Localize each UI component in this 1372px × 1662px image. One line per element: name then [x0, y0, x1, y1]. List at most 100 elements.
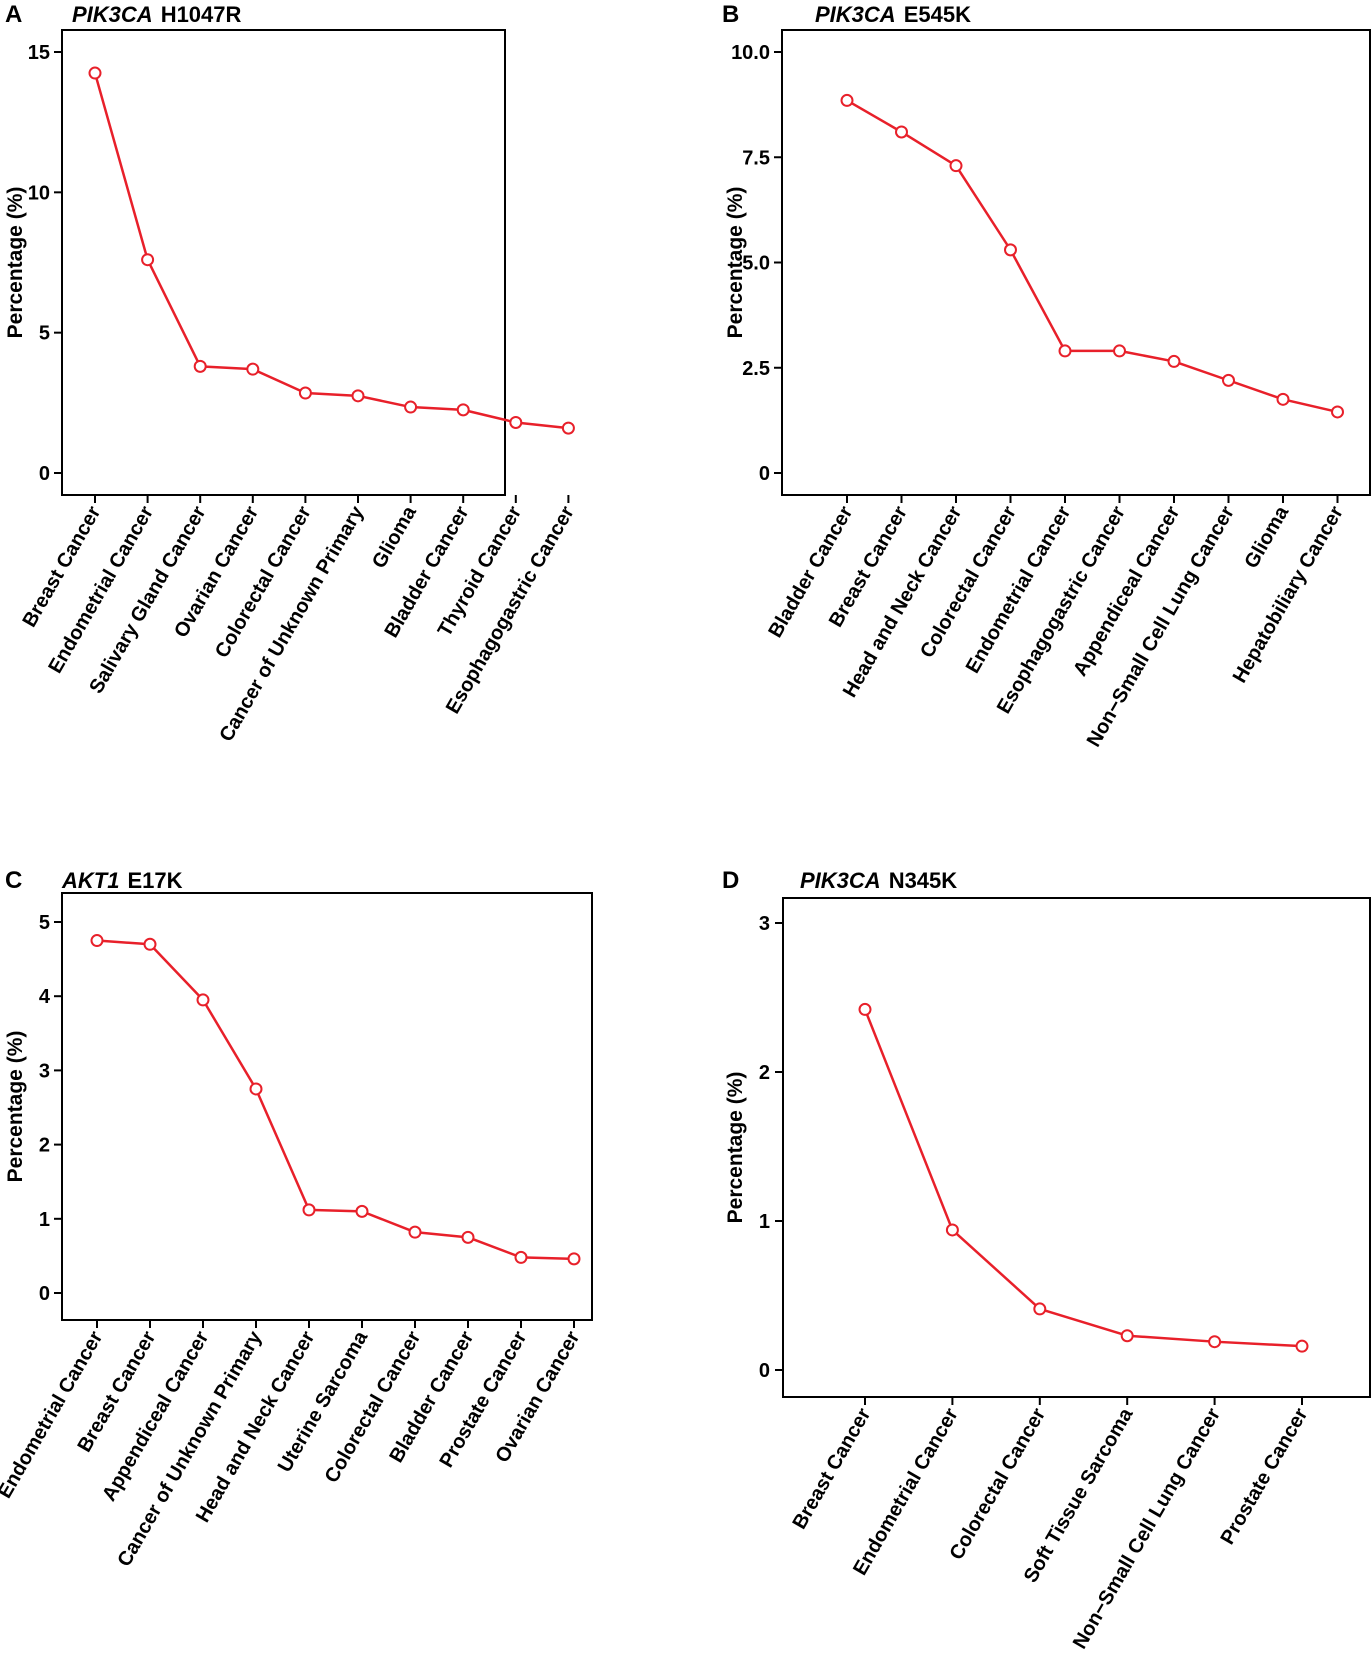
title-gene: PIK3CA — [800, 868, 881, 893]
chart-title: PIK3CA N345K — [800, 868, 957, 893]
chart-title: PIK3CA H1047R — [72, 2, 242, 27]
title-variant: N345K — [889, 868, 958, 893]
x-tick-label: Colorectal Cancer — [321, 1327, 426, 1486]
x-tick-label: Colorectal Cancer — [916, 502, 1021, 661]
panel-letter: A — [5, 1, 22, 28]
data-point — [249, 1082, 263, 1096]
y-tick-label: 1 — [39, 1209, 50, 1231]
data-point — [143, 937, 157, 951]
y-tick-label: 15 — [28, 42, 50, 64]
data-point — [408, 1225, 422, 1239]
data-point — [461, 1230, 475, 1244]
y-tick-label: 10 — [28, 182, 50, 204]
data-point — [858, 1002, 872, 1016]
data-point — [90, 934, 104, 948]
data-point — [141, 253, 155, 267]
x-tick-label: Hepatobiliary Cancer — [1229, 502, 1348, 686]
data-point — [193, 359, 207, 373]
x-tick-label: Colorectal Cancer — [945, 1404, 1050, 1563]
y-tick-label: 3 — [39, 1060, 50, 1082]
data-point — [404, 400, 418, 414]
data-point — [88, 66, 102, 80]
y-tick-label: 0 — [759, 463, 770, 485]
y-tick-label: 3 — [759, 913, 770, 935]
data-point — [298, 386, 312, 400]
x-tick-label: Appendiceal Cancer — [1069, 502, 1184, 680]
title-gene: AKT1 — [61, 868, 119, 893]
y-tick-label: 0 — [759, 1360, 770, 1382]
y-tick-label: 10.0 — [731, 42, 770, 64]
data-point — [302, 1203, 316, 1217]
y-tick-label: 2 — [759, 1062, 770, 1084]
data-point — [840, 93, 854, 107]
plot-frame — [61, 29, 506, 496]
data-point — [567, 1252, 581, 1266]
y-tick-label: 5 — [39, 323, 50, 345]
data-point — [509, 415, 523, 429]
series-line — [93, 72, 569, 430]
data-point — [514, 1250, 528, 1264]
series-line — [863, 1008, 1303, 1348]
data-point — [895, 125, 908, 139]
title-gene: PIK3CA — [72, 2, 153, 27]
panel-letter: B — [722, 1, 739, 28]
plot-frame — [61, 892, 593, 1321]
data-point — [1208, 1335, 1222, 1349]
plot-frame — [781, 29, 1371, 496]
title-variant: H1047R — [161, 2, 242, 27]
chart-title: AKT1 E17K — [61, 868, 183, 893]
y-axis-label: Percentage (%) — [4, 187, 27, 339]
x-tick-label: Glioma — [1240, 502, 1293, 572]
y-tick-label: 0 — [39, 463, 50, 485]
x-tick-label: Breast Cancer — [788, 1404, 875, 1533]
data-point — [1004, 243, 1017, 257]
panel-letter: D — [722, 867, 739, 894]
data-point — [1113, 344, 1126, 358]
data-point — [1033, 1302, 1047, 1316]
panel-b: B PIK3CA E545K 0 2.5 5.0 7.5 10.0 Percentage (%)… — [722, 1, 1371, 751]
series-line — [846, 99, 1338, 414]
y-axis-label: Percentage (%) — [4, 1031, 27, 1183]
data-point — [351, 389, 365, 403]
y-tick-label: 1 — [759, 1211, 770, 1233]
plot-frame — [782, 897, 1371, 1398]
data-point — [1120, 1329, 1134, 1343]
series-line — [96, 939, 575, 1261]
y-tick-label: 2 — [39, 1135, 50, 1157]
y-tick-label: 0 — [39, 1283, 50, 1305]
y-tick-label: 5 — [39, 912, 50, 934]
data-point — [1058, 344, 1072, 358]
panel-d: D PIK3CA N345K 0 1 2 3 Percentage (%) Breast Can… — [722, 867, 1371, 1653]
data-point — [945, 1223, 959, 1237]
data-point — [561, 421, 575, 435]
y-axis-label: Percentage (%) — [724, 1072, 747, 1224]
y-tick-label: 4 — [39, 986, 51, 1008]
x-tick-label: Endometrial Cancer — [962, 502, 1076, 677]
chart-title: PIK3CA E545K — [815, 2, 971, 27]
x-tick-label: Colorectal Cancer — [211, 502, 316, 661]
y-tick-label: 5.0 — [742, 253, 770, 275]
title-gene: PIK3CA — [815, 2, 896, 27]
data-point — [1331, 405, 1344, 419]
data-point — [456, 403, 470, 417]
x-tick-label: Prostate Cancer — [1217, 1404, 1313, 1548]
data-point — [355, 1204, 369, 1218]
y-tick-label: 7.5 — [742, 147, 770, 169]
title-variant: E545K — [904, 2, 971, 27]
data-point — [949, 159, 963, 173]
data-point — [196, 993, 210, 1007]
panel-letter: C — [5, 867, 22, 894]
data-point — [1276, 392, 1290, 406]
x-tick-label: Non−Small Cell Lung Cancer — [1069, 1404, 1225, 1652]
y-tick-label: 2.5 — [742, 358, 770, 380]
data-point — [1167, 354, 1181, 368]
x-tick-label: Glioma — [368, 502, 421, 572]
data-point — [1295, 1339, 1309, 1353]
y-axis-label: Percentage (%) — [724, 187, 747, 339]
data-point — [246, 362, 260, 376]
data-point — [1222, 373, 1235, 387]
title-variant: E17K — [127, 868, 182, 893]
